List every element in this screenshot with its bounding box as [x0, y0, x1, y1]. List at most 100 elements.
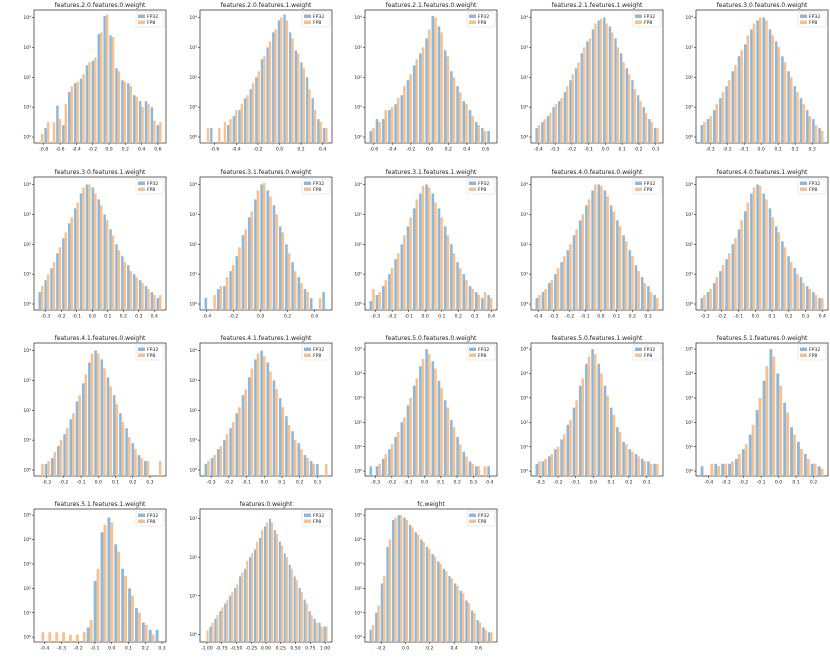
x-tick-label: 0.1: [112, 480, 119, 486]
bar-fp8: [772, 356, 776, 476]
bar-fp32: [369, 629, 372, 642]
bar-fp32: [305, 77, 309, 143]
bar-fp8: [211, 622, 214, 642]
y-tick-label: 10⁰: [685, 135, 693, 141]
bar-fp8: [396, 98, 400, 143]
bar-fp8: [123, 81, 127, 143]
bar-fp32: [106, 377, 110, 476]
bar-fp32: [386, 546, 389, 642]
y-tick-label: 10⁴: [354, 537, 362, 543]
bar-fp32: [258, 537, 262, 642]
bar-fp8: [396, 253, 400, 310]
bar-fp8: [246, 95, 249, 143]
bar-fp32: [640, 458, 644, 476]
bar-fp8: [384, 280, 388, 310]
bar-fp32: [406, 405, 410, 476]
x-tick-label: -0.1: [404, 480, 413, 486]
bar-fp32: [249, 89, 252, 143]
bar-fp32: [603, 17, 606, 144]
x-tick-label: -0.3: [371, 314, 380, 320]
bar-fp32: [38, 292, 41, 310]
x-tick-label: 0.3: [135, 314, 142, 320]
bar-fp32: [585, 205, 588, 310]
x-tick-label: 0.6: [482, 147, 489, 153]
bar-fp32: [272, 32, 275, 144]
bar-fp8: [793, 434, 796, 476]
bar-fp8: [231, 265, 235, 310]
chart-title: features.3.1.features.1.weight: [386, 169, 477, 176]
bar-fp8: [650, 122, 653, 143]
x-tick-label: -0.2: [567, 147, 576, 153]
x-tick-label: 0.0: [95, 480, 102, 486]
bar-fp8: [471, 463, 474, 476]
legend-swatch: [800, 20, 807, 24]
bar-fp32: [103, 15, 106, 144]
legend-label: FP8: [809, 353, 817, 359]
bar-fp8: [127, 437, 131, 476]
x-tick-label: 0.2: [785, 314, 792, 320]
bar-fp32: [783, 402, 787, 476]
bar-fp8: [275, 389, 278, 476]
bar-fp8: [612, 211, 616, 310]
bar-fp32: [381, 458, 385, 476]
bar-fp8: [458, 268, 462, 310]
bar-fp8: [115, 404, 119, 476]
bar-fp8: [600, 185, 603, 310]
x-tick-label: -0.3: [57, 646, 66, 652]
x-tick-label: -0.2: [388, 314, 397, 320]
bar-fp32: [283, 14, 286, 144]
bar-fp8: [58, 119, 62, 143]
bar-fp8: [396, 432, 400, 476]
bar-fp32: [293, 576, 296, 642]
y-tick-label: 10⁰: [23, 135, 31, 141]
bar-fp32: [560, 439, 563, 476]
bar-fp8: [721, 92, 725, 143]
chart-title: features.5.0.features.1.weight: [552, 335, 643, 342]
bar-fp8: [771, 35, 774, 143]
y-tick-label: 10⁵: [685, 347, 693, 353]
legend-label: FP32: [644, 181, 655, 187]
bar-fp8: [639, 101, 642, 143]
bar-fp32: [291, 262, 294, 310]
bar-fp32: [247, 377, 251, 476]
bar-fp8: [251, 553, 254, 642]
bar-fp32: [156, 125, 160, 143]
bar-fp8: [544, 458, 547, 476]
histogram-panel: features.2.0.features.0.weight 10⁰ 10¹ 10² 1…: [23, 2, 167, 153]
bar-fp8: [378, 122, 381, 143]
y-tick-label: 10⁴: [189, 348, 197, 354]
bar-fp32: [285, 416, 288, 476]
histogram-panel: features.5.1.features.1.weight 10⁰ 10¹ 10² 1…: [23, 501, 167, 652]
y-tick-label: 10⁰: [354, 302, 362, 308]
bar-fp32: [238, 110, 241, 143]
bar-fp8: [281, 407, 285, 476]
bar-fp32: [818, 128, 821, 143]
bar-fp8: [403, 86, 406, 143]
chart-title: features.5.1.features.1.weight: [55, 501, 146, 508]
y-tick-label: 10¹: [520, 444, 528, 450]
y-tick-label: 10²: [189, 555, 197, 561]
x-tick-label: 0.3: [146, 480, 153, 486]
bar-fp8: [752, 187, 756, 310]
bar-fp8: [300, 283, 303, 310]
legend-swatch: [304, 187, 311, 191]
bar-fp32: [640, 277, 644, 310]
bar-fp8: [325, 128, 328, 143]
bar-fp8: [606, 196, 609, 310]
bar-fp32: [272, 205, 276, 310]
bar-fp32: [229, 595, 232, 642]
bar-fp32: [369, 466, 373, 476]
bar-fp8: [462, 593, 465, 642]
x-tick-label: -0.3: [549, 314, 558, 320]
x-tick-label: -0.2: [59, 480, 68, 486]
x-tick-label: -0.2: [723, 147, 732, 153]
x-tick-label: -0.2: [406, 147, 415, 153]
bar-fp8: [319, 122, 322, 143]
bar-fp8: [88, 62, 91, 143]
bar-fp32: [109, 229, 112, 310]
y-tick-label: 10²: [354, 420, 362, 426]
bar-fp32: [482, 627, 485, 642]
